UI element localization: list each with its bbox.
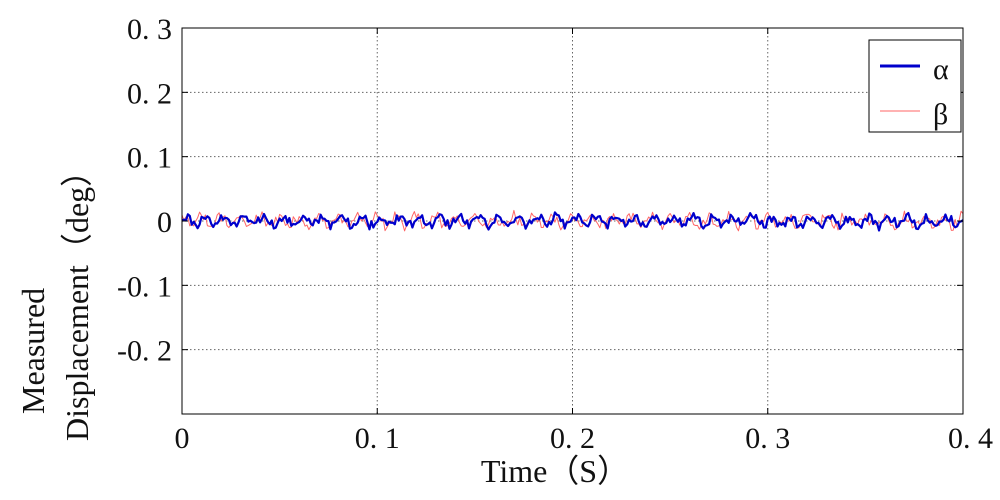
series-alpha-line [181, 211, 964, 232]
x-tick-label: 0. 4 [948, 422, 993, 455]
y-axis-label-line-1: Measured [15, 288, 51, 414]
y-tick-label: 0. 3 [127, 13, 172, 46]
x-tick-label: 0. 3 [745, 422, 790, 455]
legend-box [868, 39, 962, 133]
legend: α β [868, 39, 962, 133]
y-axis-label-2: Displacement（deg） [59, 155, 95, 441]
y-tick-label: -0. 1 [117, 270, 172, 303]
x-tick-label: 0 [175, 422, 190, 455]
legend-label-beta: β [933, 98, 948, 131]
y-tick-label: -0. 2 [117, 335, 172, 368]
x-tick-labels: 0 0. 1 0. 2 0. 3 0. 4 [175, 422, 994, 455]
legend-label-alpha: α [933, 53, 949, 86]
x-axis-label: Time（S） [481, 453, 629, 489]
y-axis-label: Measured [15, 288, 51, 414]
y-tick-label: 0. 2 [127, 77, 172, 110]
x-tick-label: 0. 1 [355, 422, 400, 455]
series-layer [181, 209, 964, 232]
x-tick-label: 0. 2 [550, 422, 595, 455]
y-tick-label: 0. 1 [127, 142, 172, 175]
y-axis-label-line-2: Displacement（deg） [59, 155, 95, 441]
y-tick-labels: 0. 3 0. 2 0. 1 0 -0. 1 -0. 2 [117, 13, 172, 368]
y-tick-label: 0 [157, 206, 172, 239]
